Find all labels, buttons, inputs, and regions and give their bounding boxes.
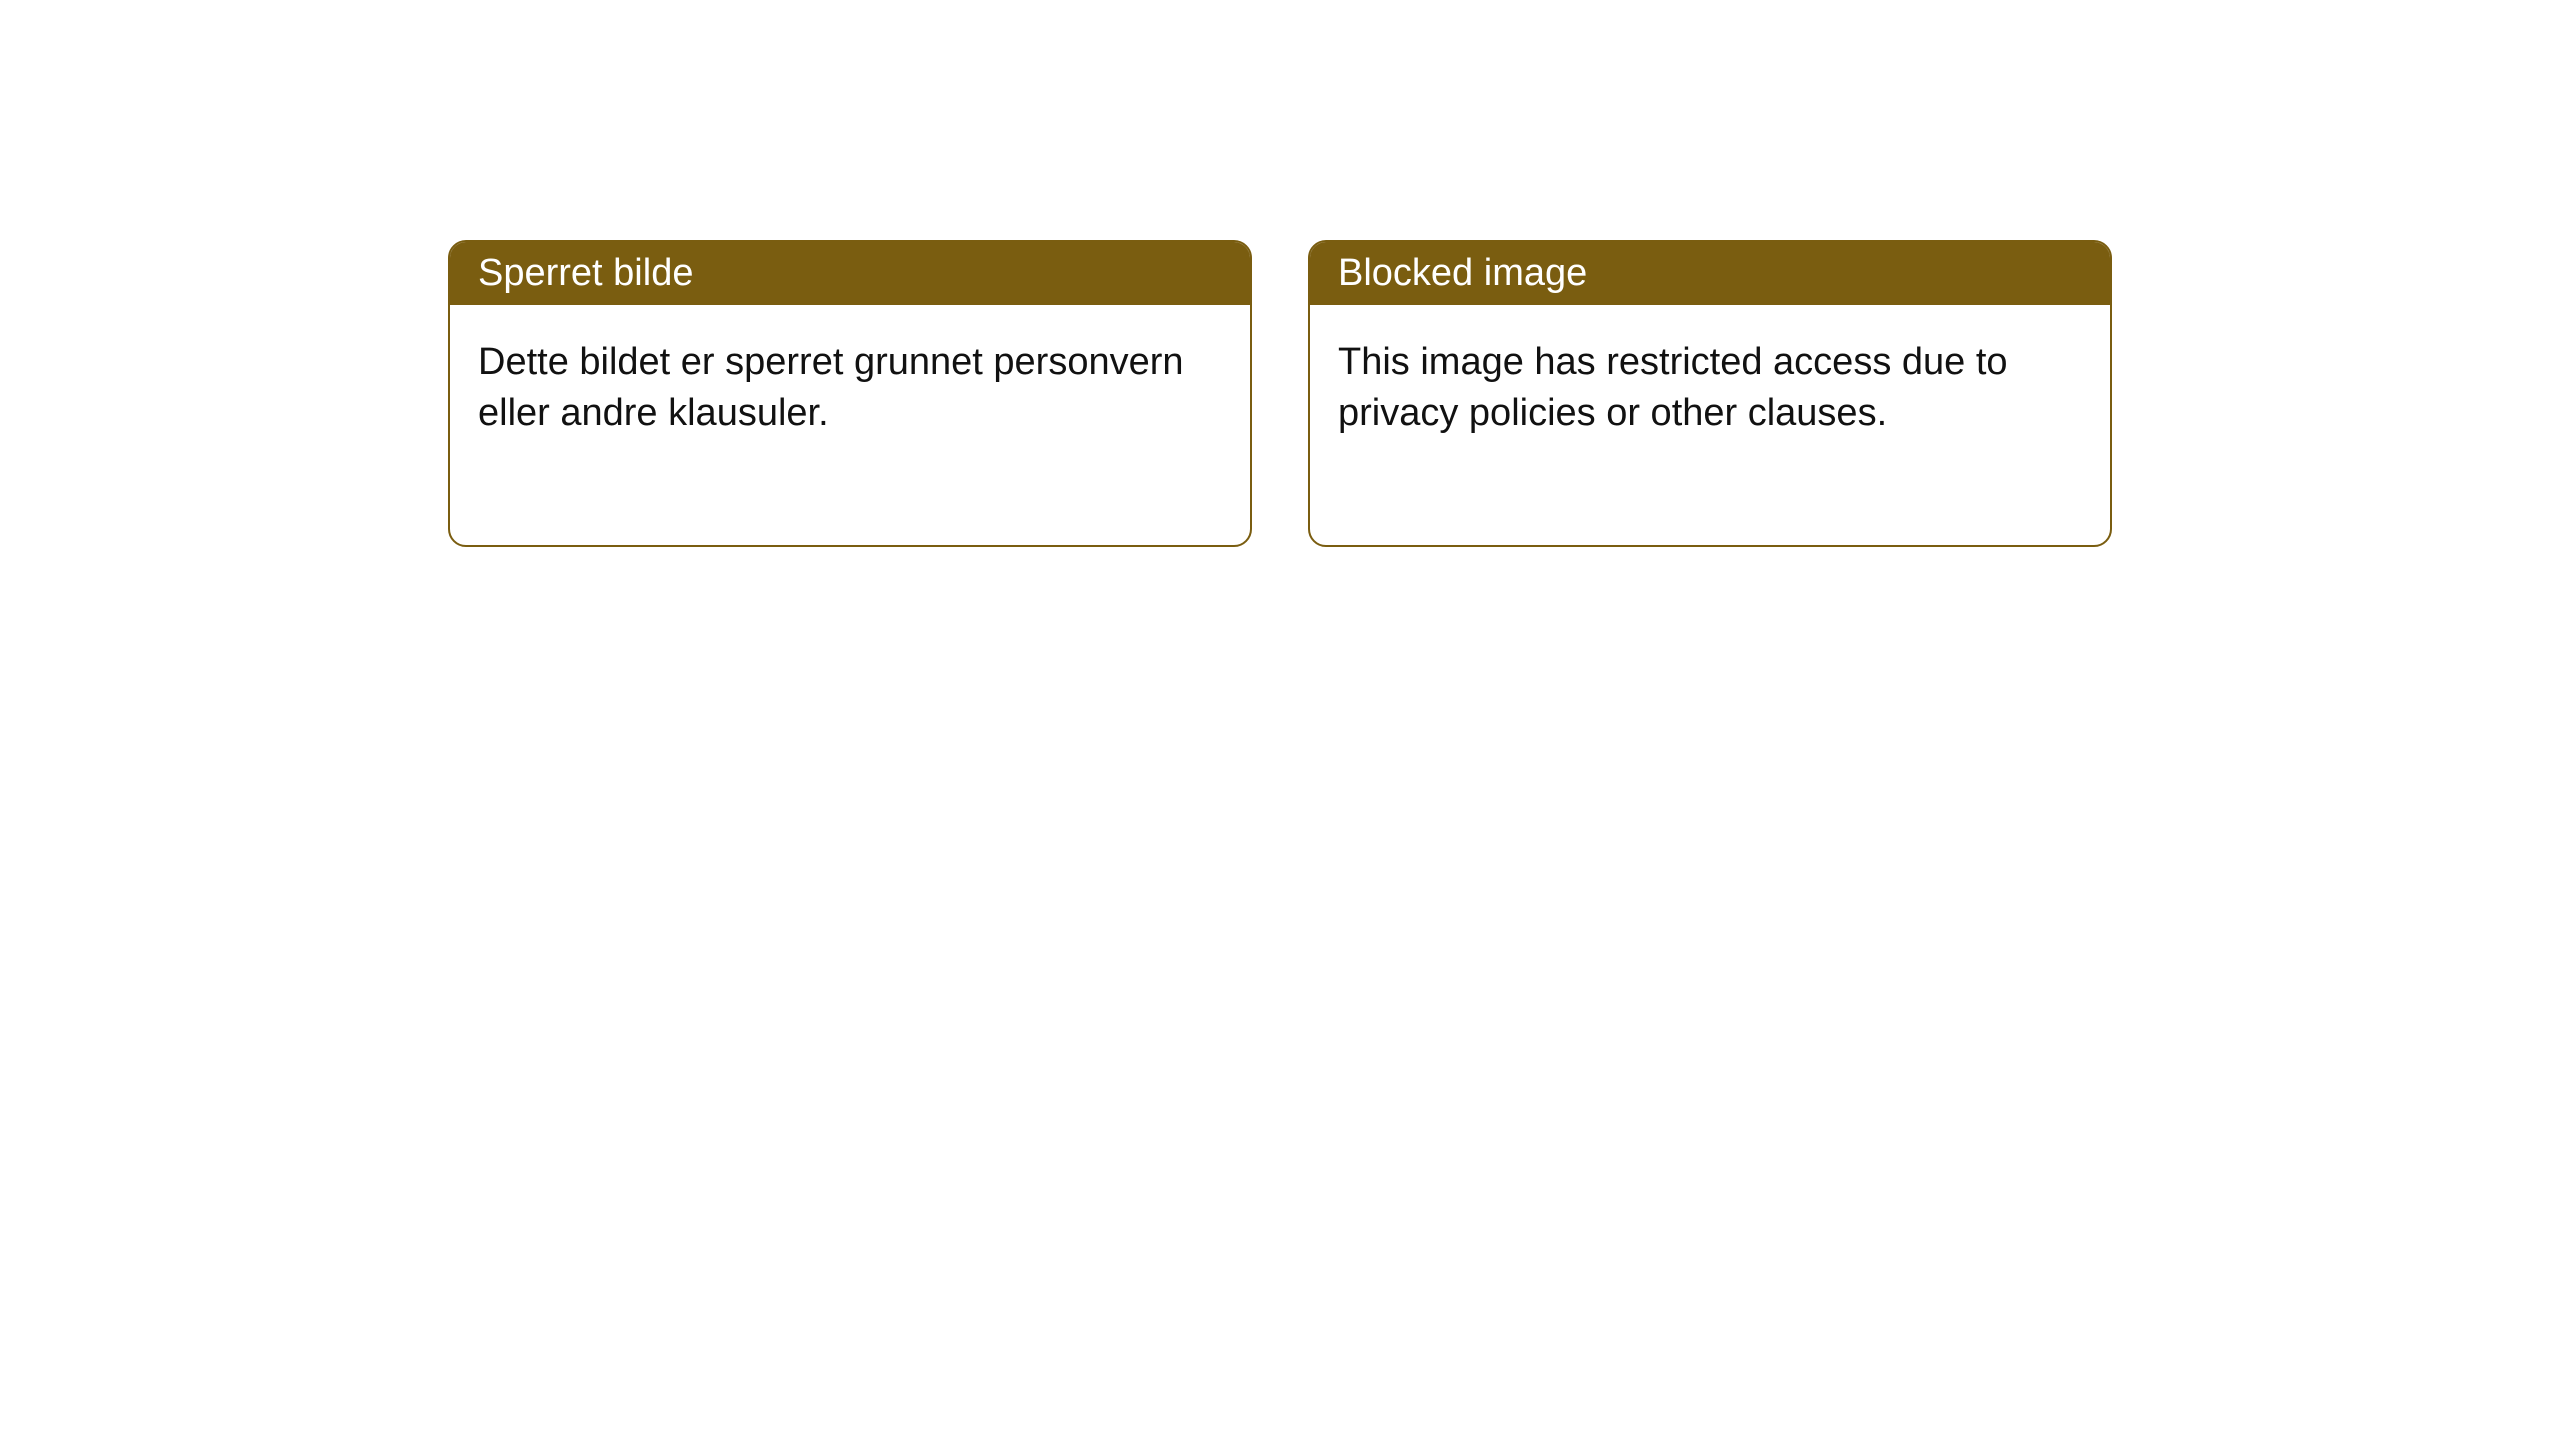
- notice-card-english: Blocked image This image has restricted …: [1308, 240, 2112, 547]
- notice-card-body: This image has restricted access due to …: [1310, 305, 2110, 545]
- notice-card-title: Blocked image: [1310, 242, 2110, 305]
- notice-card-body: Dette bildet er sperret grunnet personve…: [450, 305, 1250, 545]
- notice-card-norwegian: Sperret bilde Dette bildet er sperret gr…: [448, 240, 1252, 547]
- notice-container: Sperret bilde Dette bildet er sperret gr…: [0, 0, 2560, 547]
- notice-card-title: Sperret bilde: [450, 242, 1250, 305]
